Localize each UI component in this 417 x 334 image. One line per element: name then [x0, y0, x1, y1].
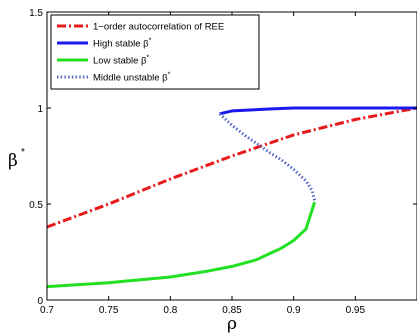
- y-tick-label-2: 1: [37, 104, 43, 115]
- x-axis-label: ρ: [227, 314, 237, 334]
- series-line-2: [46, 201, 317, 289]
- legend-box: [50, 14, 260, 90]
- y-tick-label-1: 0.5: [29, 200, 43, 211]
- y-tick-label-0: 0: [37, 296, 43, 307]
- x-tick-label-5: 0.95: [346, 305, 366, 316]
- legend: 1−order autocorrelation of REE High stabl…: [50, 14, 260, 90]
- series-line-3: [218, 112, 317, 201]
- legend-label-3: Middle unstable β*: [93, 72, 171, 84]
- legend-label-0: 1−order autocorrelation of REE: [93, 22, 224, 33]
- x-tick-label-2: 0.8: [163, 305, 177, 316]
- series-line-1: [219, 106, 417, 116]
- x-tick-label-0: 0.7: [40, 305, 54, 316]
- x-tick-label-4: 0.9: [287, 305, 301, 316]
- legend-label-2: Low stable β*: [93, 55, 150, 67]
- x-tick-label-1: 0.75: [99, 305, 119, 316]
- legend-label-1: High stable β*: [93, 38, 152, 50]
- series-layer: [46, 106, 417, 289]
- axes: 0.7 0.75 0.8 0.85 0.9 0.95 0 0.5 1 1.5: [29, 8, 417, 316]
- y-tick-label-3: 1.5: [29, 8, 43, 19]
- series-line-0: [46, 106, 417, 229]
- y-axis-label: β: [8, 151, 18, 171]
- x-tick-label-3: 0.85: [222, 305, 242, 316]
- y-axis-label-superscript: *: [21, 147, 25, 158]
